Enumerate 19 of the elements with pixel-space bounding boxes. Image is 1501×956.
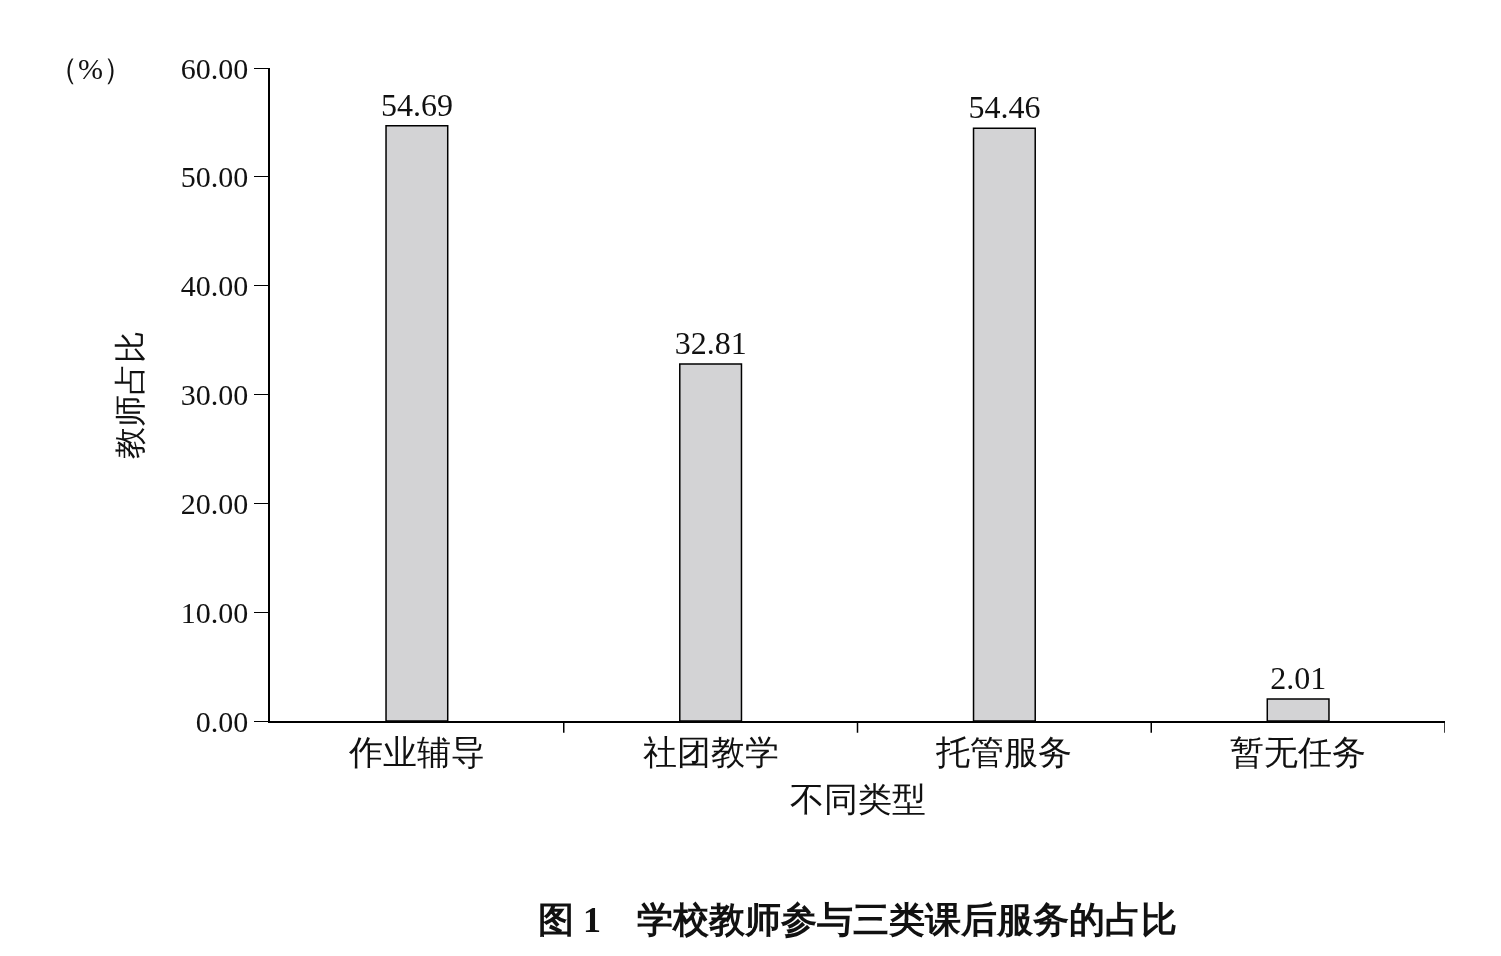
text: （%） bbox=[48, 52, 133, 85]
data-label: 54.69 bbox=[380, 86, 453, 123]
data-label: 54.46 bbox=[968, 89, 1041, 126]
x-tick-label: 托管服务 bbox=[935, 733, 1073, 771]
x-tick-label: 社团教学 bbox=[642, 733, 779, 771]
y-tick-label: 40.00 bbox=[180, 269, 249, 303]
y-tick-label: 20.00 bbox=[180, 486, 249, 520]
y-tick-label: 30.00 bbox=[180, 378, 249, 411]
y-tick-label: 60.00 bbox=[180, 51, 249, 85]
y-tick-label: 0.00 bbox=[195, 704, 249, 738]
y-tick-label: 10.00 bbox=[180, 595, 249, 629]
data-label: 32.81 bbox=[674, 324, 747, 361]
x-tick-label: 作业辅导 bbox=[347, 733, 485, 771]
data-label: 2.01 bbox=[1270, 660, 1327, 697]
text: 图 1 学校教师参与三类课后服务的占比 bbox=[538, 900, 1177, 941]
y-tick-label: 50.00 bbox=[180, 160, 249, 194]
x-tick-label: 暂无任务 bbox=[1230, 733, 1367, 771]
y-axis-title: 教师占比 bbox=[111, 330, 148, 459]
x-axis-title: 不同类型 bbox=[789, 781, 926, 819]
